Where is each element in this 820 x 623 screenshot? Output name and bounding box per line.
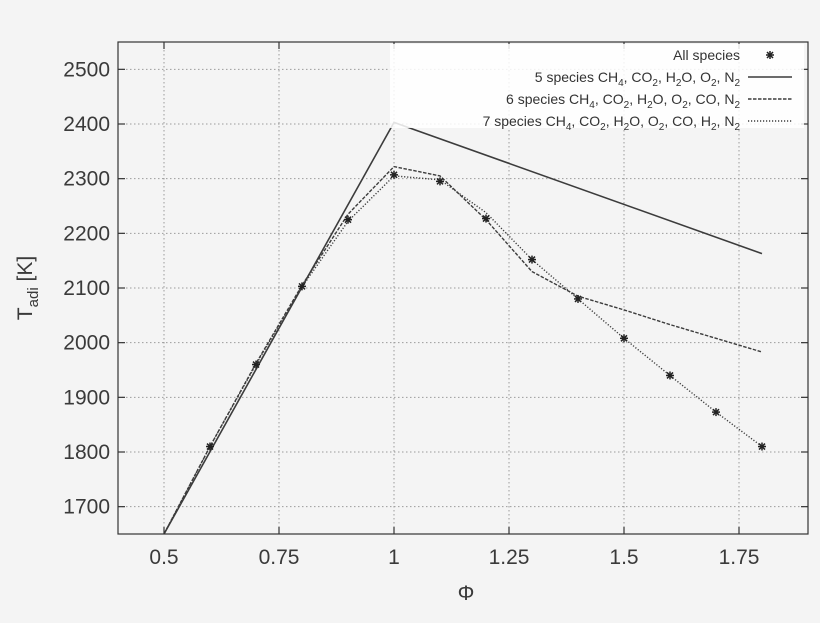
y-axis-label-sub: adi: [25, 287, 42, 307]
legend-label-part: 6 species CH: [506, 91, 589, 107]
y-tick-label-1: 1800: [63, 441, 110, 464]
y-tick-label-5: 2200: [63, 222, 110, 245]
data-point-0-0: [206, 442, 214, 451]
legend-label-part: O, O: [629, 113, 659, 129]
legend-label-part: , CO: [595, 91, 624, 107]
y-tick-label-7: 2400: [63, 113, 110, 136]
data-point-0-2: [298, 282, 306, 291]
legend-label-part: 2: [734, 100, 740, 111]
x-tick-label-4: 1.5: [609, 546, 638, 569]
legend-label-part: , H: [629, 91, 647, 107]
legend-label-part: 2: [734, 122, 740, 133]
legend-box: [390, 44, 804, 128]
legend-label-1: 5 species CH4, CO2, H2O, O2, N2: [535, 69, 741, 89]
series-line-2: [163, 165, 763, 535]
legend-label-part: , CO: [624, 69, 653, 85]
legend-label-part: 2: [676, 78, 682, 89]
legend-label-part: 2: [624, 122, 630, 133]
data-point-0-7: [528, 255, 536, 264]
y-axis-label-main: T: [14, 307, 37, 320]
legend-label-part: 7 species CH: [483, 113, 566, 129]
legend-label-part: 2: [624, 100, 630, 111]
data-point-0-4: [390, 170, 398, 179]
y-tick-label-8: 2500: [63, 58, 110, 81]
legend-symbol-0: [766, 51, 774, 59]
data-point-0-11: [712, 408, 720, 417]
x-axis-label: Φ: [458, 582, 475, 605]
x-tick-label-1: 0.75: [259, 546, 300, 569]
legend-label-part: , CO, H: [664, 113, 711, 129]
legend-label-part: O, O: [653, 91, 683, 107]
legend-label-part: 2: [647, 100, 653, 111]
legend-label-part: , N: [717, 69, 735, 85]
x-tick-label-2: 1: [388, 546, 400, 569]
data-point-0-6: [482, 214, 490, 223]
data-point-0-8: [574, 294, 582, 303]
data-point-0-12: [758, 442, 766, 451]
y-axis-label-unit: [K]: [14, 256, 37, 288]
data-point-0-1: [252, 360, 260, 369]
x-axis-ticks: 0.5 0.75 1 1.25 1.5 1.75: [149, 42, 759, 569]
series-line-3: [163, 175, 763, 535]
y-tick-label-4: 2100: [63, 277, 110, 300]
y-tick-label-2: 1900: [63, 386, 110, 409]
data-point-0-10: [666, 371, 674, 380]
legend-label-part: 2: [682, 100, 688, 111]
legend-label-part: 4: [618, 78, 624, 89]
legend-label-2: 6 species CH4, CO2, H2O, O2, CO, N2: [506, 91, 740, 111]
legend-label-part: 2: [652, 78, 658, 89]
data-point-0-3: [344, 215, 352, 224]
y-axis-label: Tadi [K]: [14, 256, 42, 320]
legend-label-part: , N: [717, 113, 735, 129]
legend-label-part: 2: [711, 78, 717, 89]
legend-label-part: O, O: [681, 69, 711, 85]
data-point-0-5: [436, 177, 444, 186]
legend-label-0: All species: [673, 47, 740, 63]
legend-label-3: 7 species CH4, CO2, H2O, O2, CO, H2, N2: [483, 113, 741, 133]
legend-label-part: 5 species CH: [535, 69, 618, 85]
y-tick-label-3: 2000: [63, 332, 110, 355]
data-point-0-9: [620, 334, 628, 343]
legend-label-part: 2: [659, 122, 665, 133]
x-tick-label-5: 1.75: [719, 546, 760, 569]
legend-label-part: , CO: [571, 113, 600, 129]
legend-label-part: , CO, N: [688, 91, 735, 107]
legend-label-part: , H: [658, 69, 676, 85]
legend-label-part: 4: [589, 100, 595, 111]
y-tick-label-0: 1700: [63, 496, 110, 519]
legend-label-part: 4: [566, 122, 572, 133]
legend-label-part: , H: [606, 113, 624, 129]
y-tick-label-6: 2300: [63, 168, 110, 191]
x-tick-label-3: 1.25: [489, 546, 530, 569]
legend-label-part: 2: [734, 78, 740, 89]
legend-label-part: 2: [600, 122, 606, 133]
x-tick-label-0: 0.5: [149, 546, 178, 569]
y-axis-ticks: 1700 1800 1900 2000 2100 2200 2300 2400 2500: [63, 58, 808, 519]
legend-label-part: 2: [711, 122, 717, 133]
